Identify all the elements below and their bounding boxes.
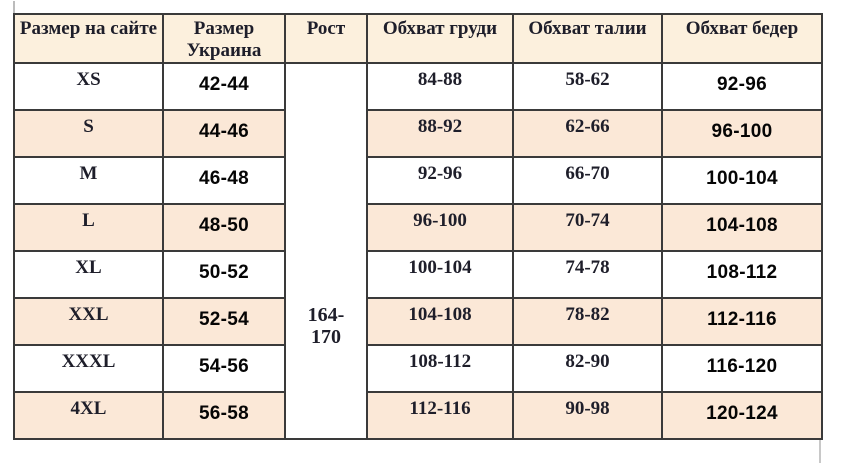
chest-cell: 84-88 bbox=[366, 62, 514, 111]
size-cell: XXXL bbox=[13, 344, 164, 393]
chest-cell: 112-116 bbox=[366, 391, 514, 440]
header-row: Размер на сайте Размер Украина Рост Обхв… bbox=[13, 13, 823, 64]
hips-cell: 92-96 bbox=[661, 62, 823, 111]
table-row-xs: XS 42-44 164- 170 84-88 58-62 92-96 bbox=[13, 62, 823, 440]
size-cell: L bbox=[13, 203, 164, 252]
waist-cell: 78-82 bbox=[512, 297, 663, 346]
header-height: Рост bbox=[284, 13, 368, 64]
header-waist: Обхват талии bbox=[512, 13, 663, 64]
header-hips: Обхват бедер bbox=[661, 13, 823, 64]
ukraine-cell: 52-54 bbox=[162, 297, 286, 346]
size-cell: 4XL bbox=[13, 391, 164, 440]
waist-cell: 82-90 bbox=[512, 344, 663, 393]
hips-cell: 108-112 bbox=[661, 250, 823, 299]
stray-line-artifact-bottom bbox=[819, 438, 821, 463]
hips-cell: 96-100 bbox=[661, 109, 823, 158]
ukraine-cell: 54-56 bbox=[162, 344, 286, 393]
chest-cell: 100-104 bbox=[366, 250, 514, 299]
ukraine-cell: 56-58 bbox=[162, 391, 286, 440]
height-merged-cell: 164- 170 bbox=[284, 62, 368, 440]
waist-cell: 70-74 bbox=[512, 203, 663, 252]
table-row-xl: XL 50-52 100-104 74-78 108-112 bbox=[13, 250, 823, 299]
height-value-line2: 170 bbox=[311, 326, 341, 348]
size-chart-table: Размер на сайте Размер Украина Рост Обхв… bbox=[13, 13, 823, 440]
waist-cell: 74-78 bbox=[512, 250, 663, 299]
ukraine-cell: 44-46 bbox=[162, 109, 286, 158]
waist-cell: 90-98 bbox=[512, 391, 663, 440]
table-row-xxl: XXL 52-54 104-108 78-82 112-116 bbox=[13, 297, 823, 346]
header-size-ukraine: Размер Украина bbox=[162, 13, 286, 64]
hips-cell: 100-104 bbox=[661, 156, 823, 205]
stray-line-artifact-top bbox=[13, 1, 15, 13]
hips-cell: 120-124 bbox=[661, 391, 823, 440]
hips-cell: 104-108 bbox=[661, 203, 823, 252]
table-row-s: S 44-46 88-92 62-66 96-100 bbox=[13, 109, 823, 158]
header-size-site: Размер на сайте bbox=[13, 13, 164, 64]
size-cell: XS bbox=[13, 62, 164, 111]
waist-cell: 66-70 bbox=[512, 156, 663, 205]
chest-cell: 108-112 bbox=[366, 344, 514, 393]
table-row-xxxl: XXXL 54-56 108-112 82-90 116-120 bbox=[13, 344, 823, 393]
waist-cell: 58-62 bbox=[512, 62, 663, 111]
chest-cell: 92-96 bbox=[366, 156, 514, 205]
size-cell: XL bbox=[13, 250, 164, 299]
table-row-m: M 46-48 92-96 66-70 100-104 bbox=[13, 156, 823, 205]
chest-cell: 104-108 bbox=[366, 297, 514, 346]
header-chest: Обхват груди bbox=[366, 13, 514, 64]
chest-cell: 96-100 bbox=[366, 203, 514, 252]
chest-cell: 88-92 bbox=[366, 109, 514, 158]
height-value-line1: 164- bbox=[307, 304, 345, 326]
table-row-l: L 48-50 96-100 70-74 104-108 bbox=[13, 203, 823, 252]
size-cell: M bbox=[13, 156, 164, 205]
table-row-4xl: 4XL 56-58 112-116 90-98 120-124 bbox=[13, 391, 823, 440]
hips-cell: 112-116 bbox=[661, 297, 823, 346]
size-cell: S bbox=[13, 109, 164, 158]
ukraine-cell: 50-52 bbox=[162, 250, 286, 299]
ukraine-cell: 46-48 bbox=[162, 156, 286, 205]
waist-cell: 62-66 bbox=[512, 109, 663, 158]
ukraine-cell: 48-50 bbox=[162, 203, 286, 252]
hips-cell: 116-120 bbox=[661, 344, 823, 393]
ukraine-cell: 42-44 bbox=[162, 62, 286, 111]
size-cell: XXL bbox=[13, 297, 164, 346]
